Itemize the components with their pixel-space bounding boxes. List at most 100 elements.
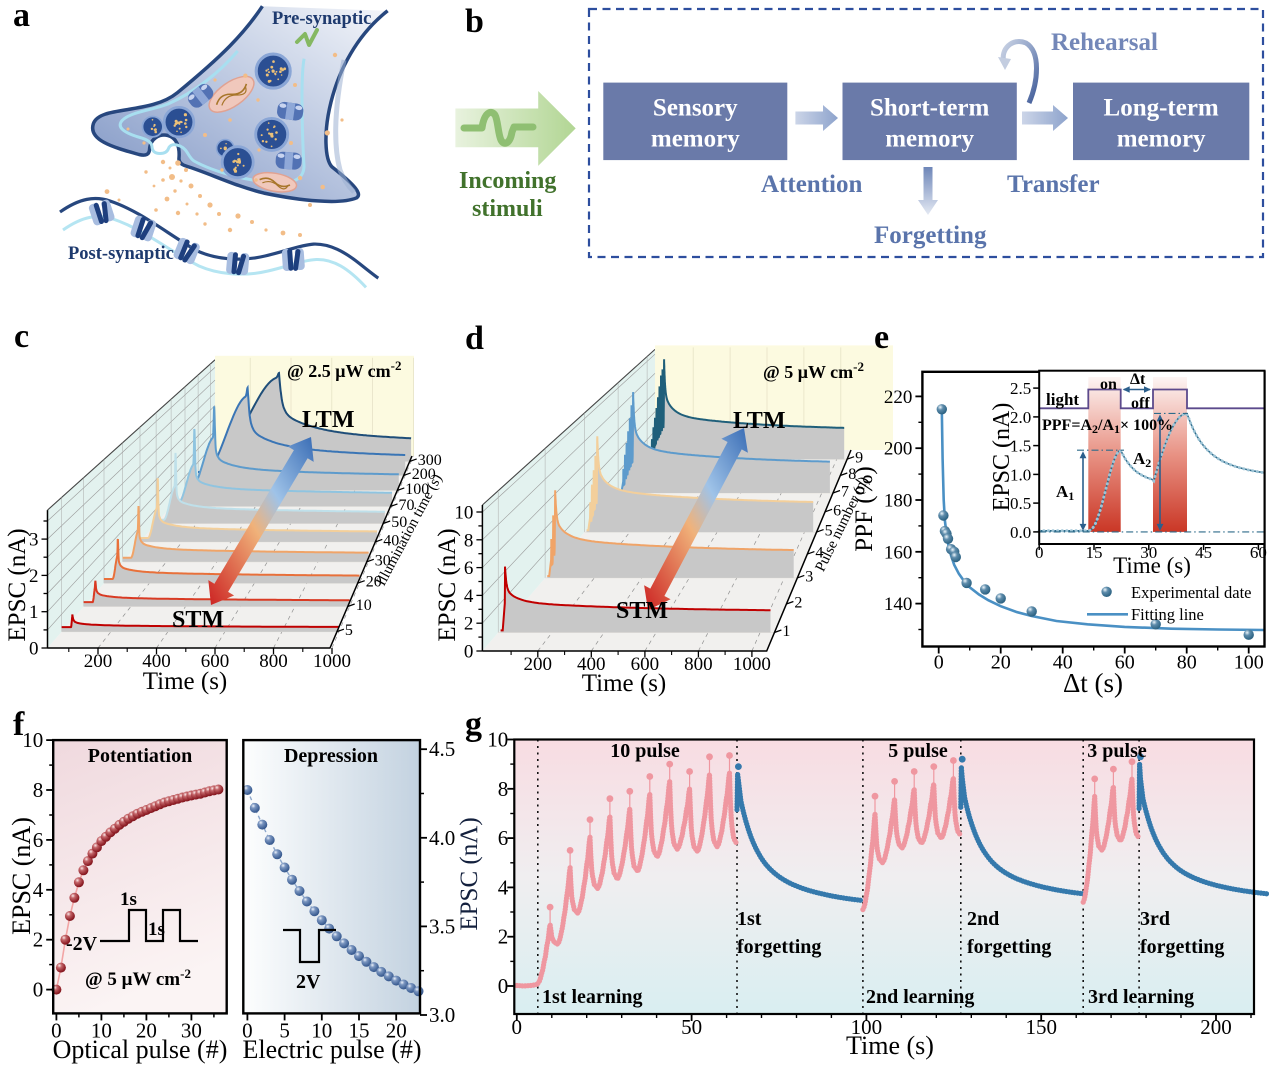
svg-text:220: 220 <box>884 387 913 408</box>
svg-text:1st learning: 1st learning <box>542 986 643 1008</box>
svg-text:1.0: 1.0 <box>1010 465 1031 484</box>
svg-text:forgetting: forgetting <box>737 936 821 958</box>
svg-text:160: 160 <box>884 542 913 563</box>
svg-text:1s: 1s <box>148 919 165 940</box>
svg-text:40: 40 <box>1053 652 1073 674</box>
svg-text:@ 5 μW cm-2: @ 5 μW cm-2 <box>763 359 864 383</box>
svg-text:4: 4 <box>815 545 823 562</box>
svg-text:200: 200 <box>524 654 553 675</box>
svg-text:2V: 2V <box>296 971 321 993</box>
svg-text:400: 400 <box>142 651 171 672</box>
svg-text:Time (s): Time (s) <box>143 668 228 695</box>
svg-text:20: 20 <box>991 652 1011 674</box>
svg-text:10: 10 <box>356 597 372 614</box>
svg-text:Time (s): Time (s) <box>582 670 667 697</box>
svg-text:4: 4 <box>464 586 474 607</box>
svg-text:4.5: 4.5 <box>429 737 455 761</box>
svg-text:Incoming: Incoming <box>459 168 556 194</box>
svg-text:4: 4 <box>498 875 509 899</box>
svg-text:EPSC (nA): EPSC (nA) <box>435 528 461 641</box>
svg-text:@ 5 μW cm-2: @ 5 μW cm-2 <box>85 966 191 991</box>
svg-text:20: 20 <box>136 1018 157 1042</box>
svg-text:Depression: Depression <box>284 745 378 767</box>
svg-text:Long-term: Long-term <box>1104 95 1219 122</box>
svg-text:Δt (s): Δt (s) <box>1063 668 1123 698</box>
svg-text:5: 5 <box>825 523 833 540</box>
svg-text:3: 3 <box>29 530 39 551</box>
svg-text:Transfer: Transfer <box>1007 171 1100 198</box>
svg-text:200: 200 <box>84 651 113 672</box>
svg-text:2: 2 <box>794 595 802 612</box>
svg-text:forgetting: forgetting <box>1140 936 1224 958</box>
svg-text:6: 6 <box>33 828 44 852</box>
svg-text:4.0: 4.0 <box>429 826 455 850</box>
svg-text:10: 10 <box>22 728 43 752</box>
svg-text:3.5: 3.5 <box>429 914 455 938</box>
svg-text:200: 200 <box>1200 1015 1232 1039</box>
svg-text:0: 0 <box>934 652 944 674</box>
svg-text:memory: memory <box>885 126 974 153</box>
svg-text:1000: 1000 <box>733 654 771 675</box>
svg-text:0: 0 <box>464 642 474 663</box>
svg-text:EPSC (nΛ): EPSC (nΛ) <box>456 817 483 930</box>
svg-text:0.5: 0.5 <box>1010 494 1031 513</box>
svg-text:300: 300 <box>418 452 442 469</box>
svg-text:light: light <box>1046 390 1079 409</box>
svg-text:memory: memory <box>651 126 740 153</box>
svg-text:1st: 1st <box>737 908 762 930</box>
svg-text:0: 0 <box>242 1018 253 1042</box>
svg-text:3 pulse: 3 pulse <box>1087 740 1147 762</box>
svg-text:800: 800 <box>684 654 713 675</box>
svg-text:0.0: 0.0 <box>1010 523 1031 542</box>
svg-text:Short-term: Short-term <box>870 95 990 122</box>
svg-text:Potentiation: Potentiation <box>88 745 192 767</box>
svg-text:Δt: Δt <box>1130 371 1146 388</box>
svg-text:1: 1 <box>29 602 39 623</box>
svg-text:1.5: 1.5 <box>1010 437 1031 456</box>
svg-text:2.5: 2.5 <box>1010 379 1031 398</box>
svg-text:30: 30 <box>1140 543 1157 562</box>
svg-text:2: 2 <box>29 566 39 587</box>
svg-text:0: 0 <box>498 974 509 998</box>
svg-text:EPSC (nA): EPSC (nA) <box>7 817 36 935</box>
svg-text:EPSC (nA): EPSC (nA) <box>989 403 1015 512</box>
svg-text:3rd: 3rd <box>1140 908 1170 930</box>
svg-text:100: 100 <box>1234 652 1264 674</box>
svg-text:Forgetting: Forgetting <box>874 222 987 249</box>
svg-text:600: 600 <box>201 651 230 672</box>
svg-text:4: 4 <box>33 878 44 902</box>
svg-text:10 pulse: 10 pulse <box>610 740 680 762</box>
svg-text:6: 6 <box>464 558 474 579</box>
svg-text:Optical pulse (#): Optical pulse (#) <box>53 1035 228 1064</box>
svg-text:50: 50 <box>391 514 407 531</box>
svg-text:1000: 1000 <box>313 651 351 672</box>
svg-text:Attention: Attention <box>761 171 862 198</box>
svg-text:0: 0 <box>512 1015 523 1039</box>
svg-text:8: 8 <box>848 466 856 483</box>
svg-text:1s: 1s <box>120 889 137 910</box>
svg-text:8: 8 <box>33 778 44 802</box>
svg-text:1: 1 <box>782 623 790 640</box>
svg-text:5 pulse: 5 pulse <box>888 740 948 762</box>
svg-text:40: 40 <box>383 532 399 549</box>
svg-text:2: 2 <box>464 614 474 635</box>
svg-text:2nd learning: 2nd learning <box>866 986 974 1008</box>
svg-text:200: 200 <box>412 466 436 483</box>
svg-text:PPF=A2/A1× 100%: PPF=A2/A1× 100% <box>1042 417 1173 436</box>
svg-text:PPF (%): PPF (%) <box>851 466 878 551</box>
svg-text:10: 10 <box>487 728 508 752</box>
svg-text:Post-synaptic: Post-synaptic <box>68 244 174 264</box>
svg-text:50: 50 <box>681 1015 702 1039</box>
svg-text:2.0: 2.0 <box>1010 408 1031 427</box>
svg-text:0: 0 <box>51 1018 62 1042</box>
svg-text:15: 15 <box>349 1018 370 1042</box>
svg-text:STM: STM <box>172 607 224 633</box>
svg-text:8: 8 <box>498 777 509 801</box>
svg-text:60: 60 <box>1115 652 1135 674</box>
svg-text:Fitting line: Fitting line <box>1131 605 1204 624</box>
svg-text:0: 0 <box>29 639 39 660</box>
svg-text:Time (s): Time (s) <box>846 1031 934 1060</box>
svg-text:2: 2 <box>33 928 44 952</box>
svg-text:15: 15 <box>1086 543 1103 562</box>
svg-text:STM: STM <box>616 598 668 624</box>
